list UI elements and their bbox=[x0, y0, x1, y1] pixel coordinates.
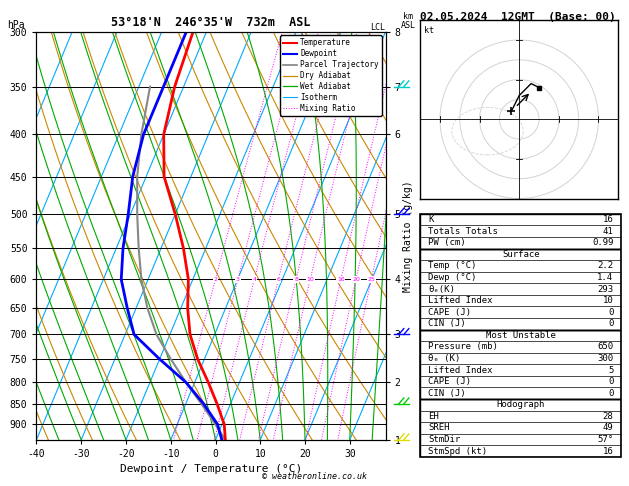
Text: 02.05.2024  12GMT  (Base: 00): 02.05.2024 12GMT (Base: 00) bbox=[420, 12, 616, 22]
Text: 300: 300 bbox=[598, 354, 613, 363]
Text: 16: 16 bbox=[603, 215, 613, 224]
Text: 293: 293 bbox=[598, 285, 613, 294]
Text: 2: 2 bbox=[213, 277, 218, 282]
Text: 0: 0 bbox=[608, 377, 613, 386]
Text: 0: 0 bbox=[608, 319, 613, 328]
Text: SREH: SREH bbox=[428, 423, 450, 433]
Text: 4: 4 bbox=[252, 277, 257, 282]
Text: CIN (J): CIN (J) bbox=[428, 389, 466, 398]
Text: kt: kt bbox=[424, 26, 434, 35]
Text: 6: 6 bbox=[277, 277, 281, 282]
Text: CIN (J): CIN (J) bbox=[428, 319, 466, 328]
Text: hPa: hPa bbox=[7, 19, 25, 30]
Text: θₑ(K): θₑ(K) bbox=[428, 285, 455, 294]
Text: 57°: 57° bbox=[598, 435, 613, 444]
Text: StmSpd (kt): StmSpd (kt) bbox=[428, 447, 487, 455]
Bar bbox=[420, 214, 621, 248]
Text: 10: 10 bbox=[603, 296, 613, 305]
Legend: Temperature, Dewpoint, Parcel Trajectory, Dry Adiabat, Wet Adiabat, Isotherm, Mi: Temperature, Dewpoint, Parcel Trajectory… bbox=[280, 35, 382, 116]
Text: 1.4: 1.4 bbox=[598, 273, 613, 282]
Text: LCL: LCL bbox=[370, 22, 386, 32]
Text: km
ASL: km ASL bbox=[401, 12, 416, 30]
Text: Lifted Index: Lifted Index bbox=[428, 365, 493, 375]
Text: 28: 28 bbox=[603, 412, 613, 421]
Bar bbox=[420, 399, 621, 457]
Text: 16: 16 bbox=[603, 447, 613, 455]
Text: Hodograph: Hodograph bbox=[497, 400, 545, 409]
Text: 10: 10 bbox=[306, 277, 314, 282]
X-axis label: Dewpoint / Temperature (°C): Dewpoint / Temperature (°C) bbox=[120, 465, 302, 474]
Text: 2.2: 2.2 bbox=[598, 261, 613, 270]
Text: PW (cm): PW (cm) bbox=[428, 238, 466, 247]
Text: Most Unstable: Most Unstable bbox=[486, 331, 556, 340]
Text: 0.99: 0.99 bbox=[592, 238, 613, 247]
Text: 650: 650 bbox=[598, 343, 613, 351]
Bar bbox=[420, 330, 621, 399]
Text: 0: 0 bbox=[608, 389, 613, 398]
Text: Surface: Surface bbox=[502, 250, 540, 259]
Text: Temp (°C): Temp (°C) bbox=[428, 261, 477, 270]
Text: 25: 25 bbox=[367, 277, 376, 282]
Title: 53°18'N  246°35'W  732m  ASL: 53°18'N 246°35'W 732m ASL bbox=[111, 16, 311, 29]
Text: K: K bbox=[428, 215, 433, 224]
Text: © weatheronline.co.uk: © weatheronline.co.uk bbox=[262, 472, 367, 481]
Text: StmDir: StmDir bbox=[428, 435, 460, 444]
Text: CAPE (J): CAPE (J) bbox=[428, 377, 471, 386]
Text: 16: 16 bbox=[337, 277, 345, 282]
Text: Lifted Index: Lifted Index bbox=[428, 296, 493, 305]
Bar bbox=[420, 248, 621, 330]
Text: 20: 20 bbox=[352, 277, 360, 282]
Text: 49: 49 bbox=[603, 423, 613, 433]
Text: Pressure (mb): Pressure (mb) bbox=[428, 343, 498, 351]
Text: EH: EH bbox=[428, 412, 439, 421]
Text: 0: 0 bbox=[608, 308, 613, 317]
Y-axis label: Mixing Ratio (g/kg): Mixing Ratio (g/kg) bbox=[403, 180, 413, 292]
Text: 8: 8 bbox=[294, 277, 298, 282]
Text: θₑ (K): θₑ (K) bbox=[428, 354, 460, 363]
Text: Totals Totals: Totals Totals bbox=[428, 226, 498, 236]
Text: 5: 5 bbox=[608, 365, 613, 375]
Text: 41: 41 bbox=[603, 226, 613, 236]
Text: CAPE (J): CAPE (J) bbox=[428, 308, 471, 317]
Text: Dewp (°C): Dewp (°C) bbox=[428, 273, 477, 282]
Text: 3: 3 bbox=[236, 277, 240, 282]
